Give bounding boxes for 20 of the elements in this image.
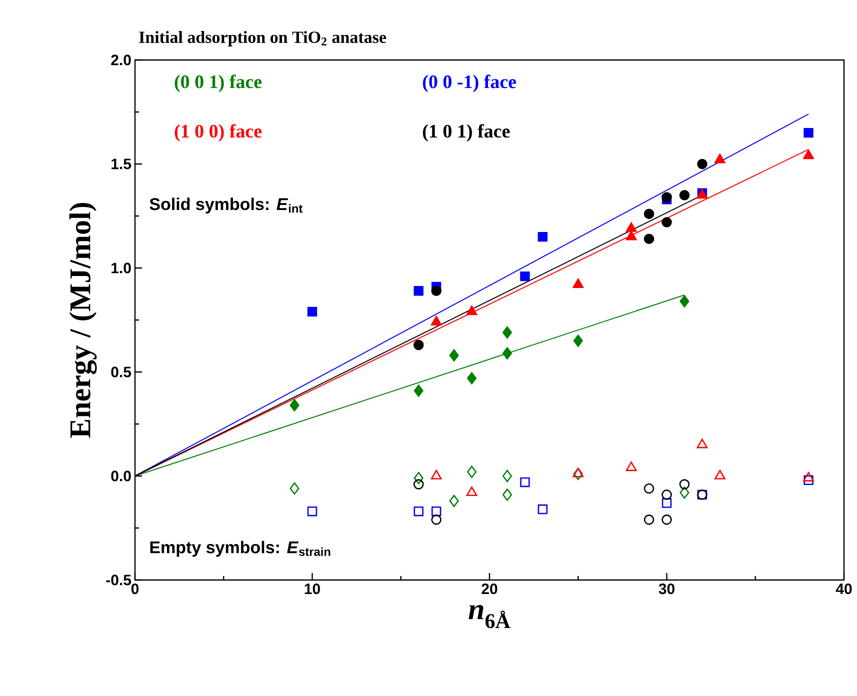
x-tick-label: 40 — [836, 584, 852, 594]
y-axis-title: Energy / (MJ/mol) — [69, 202, 97, 438]
x-axis-title: n$_{6Å}$ — [468, 605, 510, 628]
y-tick-label: 1.5 — [112, 158, 132, 170]
x-tick-label: 0 — [131, 584, 139, 594]
x-tick-label: 20 — [482, 584, 498, 594]
annotation: Solid symbols: E$_{int}$ — [150, 198, 303, 214]
text: (1 0 0) face — [174, 124, 262, 142]
y-tick-label: 0.0 — [111, 470, 131, 482]
annotation: Empty symbols: E$_{strain}$ — [150, 540, 330, 557]
text: (0 0 1) face — [174, 74, 262, 92]
chart-title: Initial adsorption on TiO$_{2}$ anatase — [139, 31, 386, 46]
text: (1 0 1) face — [422, 124, 510, 142]
text: (0 0 -1) face — [422, 74, 516, 92]
y-tick-label: 2.0 — [111, 54, 131, 66]
y-tick-label: 0.5 — [111, 366, 132, 378]
x-tick-label: 10 — [304, 584, 320, 594]
y-tick-label: -0.5 — [106, 574, 132, 586]
y-tick-label: 1.0 — [112, 262, 131, 274]
x-tick-label: 30 — [658, 584, 674, 594]
